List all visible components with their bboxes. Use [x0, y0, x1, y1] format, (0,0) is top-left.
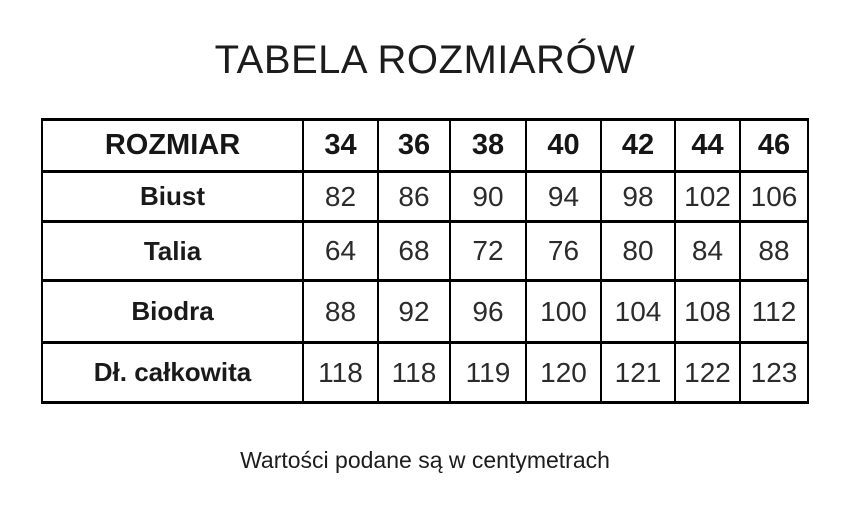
table-cell: 84	[674, 220, 741, 282]
table-cell: 120	[525, 341, 602, 404]
table-cell: 80	[600, 220, 676, 282]
table-cell: 92	[377, 279, 451, 344]
row-label-biust: Biust	[41, 170, 304, 223]
table-cell: 98	[600, 170, 676, 223]
column-header-size-38: 38	[449, 118, 527, 173]
row-label-biodra: Biodra	[41, 279, 304, 344]
table-cell: 82	[302, 170, 379, 223]
table-cell: 122	[674, 341, 741, 404]
table-cell: 86	[377, 170, 451, 223]
column-header-size-46: 46	[739, 118, 809, 173]
table-row-biodra: Biodra 88 92 96 100 104 108 112	[41, 279, 809, 344]
column-header-size-36: 36	[377, 118, 451, 173]
table-cell: 72	[449, 220, 527, 282]
column-header-size-40: 40	[525, 118, 602, 173]
table-row-talia: Talia 64 68 72 76 80 84 88	[41, 220, 809, 282]
table-cell: 88	[302, 279, 379, 344]
table-row-dlugosc-calkowita: Dł. całkowita 118 118 119 120 121 122 12…	[41, 341, 809, 404]
column-header-size-42: 42	[600, 118, 676, 173]
row-label-dlugosc-calkowita: Dł. całkowita	[41, 341, 304, 404]
column-header-size-44: 44	[674, 118, 741, 173]
table-row-biust: Biust 82 86 90 94 98 102 106	[41, 170, 809, 223]
table-cell: 106	[739, 170, 809, 223]
column-header-rozmiar: ROZMIAR	[41, 118, 304, 173]
column-header-size-34: 34	[302, 118, 379, 173]
table-cell: 123	[739, 341, 809, 404]
page-title: TABELA ROZMIARÓW	[214, 38, 636, 82]
table-cell: 64	[302, 220, 379, 282]
table-cell: 76	[525, 220, 602, 282]
table-cell: 119	[449, 341, 527, 404]
table-cell: 104	[600, 279, 676, 344]
table-cell: 118	[302, 341, 379, 404]
table-cell: 94	[525, 170, 602, 223]
table-cell: 68	[377, 220, 451, 282]
table-header-row: ROZMIAR 34 36 38 40 42 44 46	[41, 118, 809, 173]
row-label-talia: Talia	[41, 220, 304, 282]
size-table: ROZMIAR 34 36 38 40 42 44 46 Biust 82 86…	[41, 118, 809, 404]
table-cell: 88	[739, 220, 809, 282]
table-cell: 90	[449, 170, 527, 223]
table-cell: 108	[674, 279, 741, 344]
table-cell: 112	[739, 279, 809, 344]
table-cell: 100	[525, 279, 602, 344]
table-cell: 96	[449, 279, 527, 344]
table-cell: 121	[600, 341, 676, 404]
footer-note: Wartości podane są w centymetrach	[240, 447, 610, 473]
table-cell: 118	[377, 341, 451, 404]
table-cell: 102	[674, 170, 741, 223]
